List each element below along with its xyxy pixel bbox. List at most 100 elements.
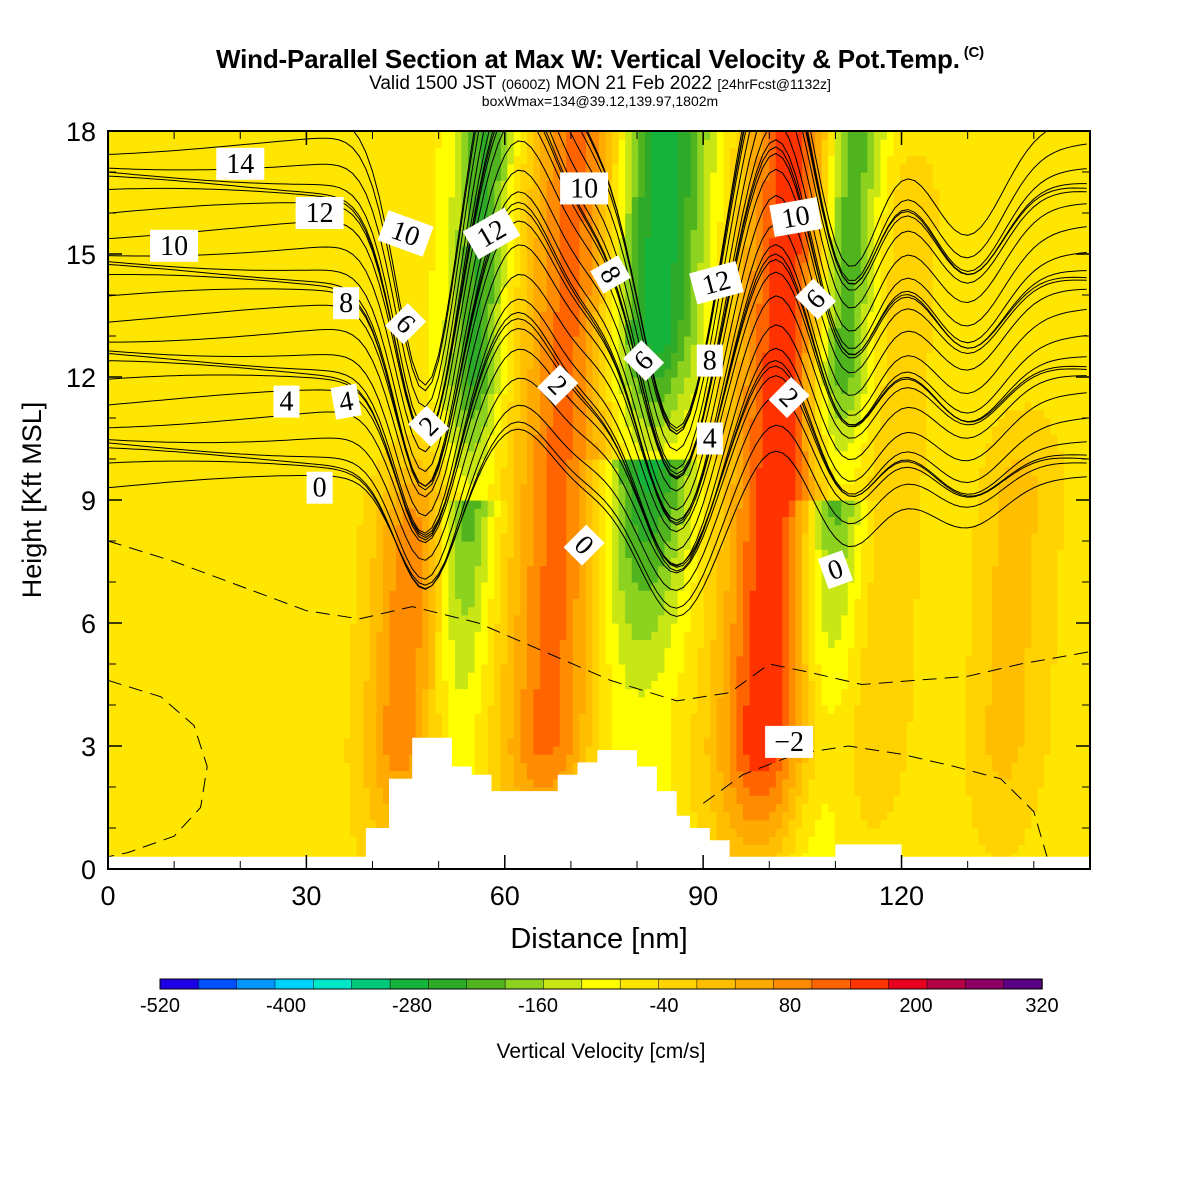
- w-cell: [291, 254, 299, 263]
- w-cell: [448, 631, 456, 640]
- w-cell: [252, 795, 260, 804]
- w-cell: [422, 672, 430, 681]
- w-cell: [396, 172, 404, 181]
- w-cell: [284, 532, 292, 542]
- w-cell: [153, 729, 161, 739]
- w-cell: [265, 147, 273, 157]
- w-cell: [219, 475, 227, 485]
- w-cell: [396, 163, 404, 173]
- w-cell: [363, 541, 371, 550]
- w-cell: [369, 131, 378, 140]
- w-cell: [140, 442, 148, 452]
- w-cell: [337, 532, 345, 542]
- w-cell: [317, 516, 325, 526]
- w-cell: [134, 172, 142, 181]
- w-cell: [173, 270, 181, 280]
- w-cell: [166, 705, 175, 714]
- w-cell: [245, 180, 253, 189]
- w-cell: [324, 803, 332, 813]
- w-cell: [121, 139, 129, 148]
- w-cell: [232, 844, 240, 854]
- w-cell: [284, 500, 292, 509]
- w-cell: [441, 303, 450, 312]
- w-cell: [238, 623, 247, 632]
- w-cell: [291, 639, 299, 649]
- w-cell: [193, 844, 201, 854]
- w-cell: [310, 532, 319, 542]
- w-cell: [324, 819, 332, 829]
- w-cell: [382, 647, 391, 657]
- w-cell: [454, 336, 463, 345]
- w-cell: [389, 647, 397, 657]
- w-cell: [324, 516, 332, 526]
- w-cell: [173, 213, 181, 222]
- w-cell: [310, 672, 319, 681]
- w-cell: [265, 787, 273, 796]
- w-cell: [435, 713, 443, 722]
- w-cell: [428, 672, 436, 681]
- w-cell: [310, 565, 319, 575]
- w-cell: [461, 647, 469, 657]
- w-cell: [350, 434, 358, 444]
- w-cell: [265, 368, 273, 378]
- w-cell: [356, 680, 364, 690]
- w-cell: [382, 664, 391, 673]
- w-cell: [415, 385, 423, 394]
- w-cell: [324, 237, 332, 247]
- w-cell: [108, 746, 116, 755]
- w-cell: [193, 418, 201, 427]
- w-cell: [245, 647, 253, 657]
- w-cell: [121, 828, 129, 837]
- w-cell: [121, 532, 129, 542]
- w-cell: [153, 803, 161, 813]
- w-cell: [212, 139, 220, 148]
- w-cell: [271, 778, 279, 788]
- w-cell: [180, 590, 188, 599]
- w-cell: [310, 360, 319, 370]
- w-cell: [153, 262, 161, 271]
- w-cell: [409, 393, 417, 403]
- w-cell: [454, 270, 463, 280]
- w-cell: [225, 524, 233, 534]
- w-cell: [324, 778, 332, 788]
- w-cell: [160, 500, 168, 509]
- w-cell: [422, 172, 430, 181]
- w-cell: [304, 647, 312, 657]
- w-cell: [121, 639, 129, 649]
- w-cell: [108, 188, 116, 198]
- w-cell: [186, 319, 194, 329]
- w-cell: [121, 319, 129, 329]
- w-cell: [252, 573, 260, 583]
- w-cell: [245, 590, 253, 599]
- w-cell: [153, 819, 161, 829]
- w-cell: [291, 524, 299, 534]
- w-cell: [186, 352, 194, 362]
- w-cell: [245, 278, 253, 288]
- w-cell: [304, 614, 312, 624]
- w-cell: [232, 664, 240, 673]
- w-cell: [356, 705, 364, 714]
- w-cell: [415, 713, 423, 722]
- w-cell: [317, 352, 325, 362]
- w-cell: [153, 664, 161, 673]
- w-cell: [350, 180, 358, 189]
- w-cell: [186, 729, 194, 739]
- w-cell: [291, 245, 299, 255]
- w-cell: [147, 377, 155, 386]
- w-cell: [330, 172, 338, 181]
- w-cell: [265, 598, 273, 608]
- w-cell: [232, 237, 240, 247]
- w-cell: [396, 746, 404, 755]
- w-cell: [356, 787, 364, 796]
- w-cell: [363, 270, 371, 280]
- w-cell: [219, 229, 227, 239]
- w-cell: [356, 565, 364, 575]
- w-cell: [153, 754, 161, 763]
- w-cell: [252, 409, 260, 419]
- w-cell: [278, 516, 286, 526]
- w-cell: [428, 614, 436, 624]
- w-cell: [337, 623, 345, 632]
- w-cell: [396, 688, 404, 698]
- w-cell: [265, 532, 273, 542]
- w-cell: [134, 188, 142, 198]
